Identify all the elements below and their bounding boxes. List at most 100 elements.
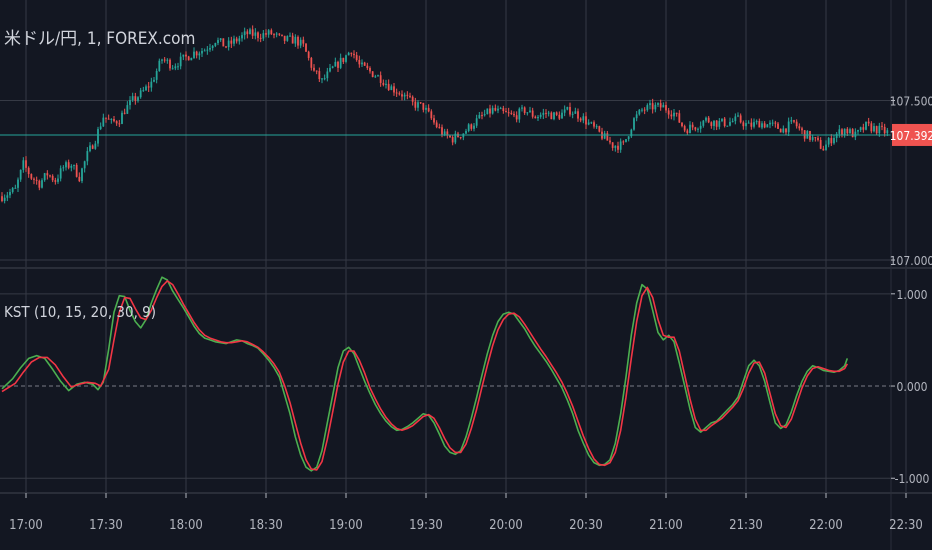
candle-body [27,167,30,175]
candle-body [475,118,478,126]
candle-body [723,118,726,127]
candle-body [707,117,710,123]
candle-body [798,126,801,129]
candle-body [718,121,721,127]
candle-body [22,160,25,170]
candle-body [577,111,579,119]
candle-body [731,121,734,123]
candle-body [297,36,299,46]
candle-body [358,59,361,65]
candle-body [513,113,515,116]
candle-body [275,33,278,35]
candle-body [379,75,382,83]
candle-body [446,131,449,136]
candle-body [494,107,497,111]
candle-body [153,79,155,82]
candle-body [99,126,102,130]
candle-body [409,95,411,97]
candle-body [697,128,699,130]
candle-body [89,145,91,152]
candle-body [665,105,667,111]
candle-body [819,140,822,149]
candle-body [57,178,59,182]
candle-body [729,121,731,126]
candle-body [662,105,665,108]
candle-body [467,124,470,131]
candle-body [385,83,387,85]
candle-body [867,121,870,124]
candle-body [630,129,633,137]
candle-body [166,59,169,61]
time-tick-label: 18:00 [169,518,203,533]
candle-body [59,168,62,179]
candle-body [73,164,75,166]
candle-body [763,123,766,128]
candle-body [158,60,161,72]
candle-body [329,67,331,72]
candle-body [713,120,715,126]
candle-body [129,100,131,106]
candle-body [46,173,49,176]
candle-body [633,118,635,130]
kst-tick-label: 1.000 [897,288,928,302]
candle-body [881,125,883,127]
candle-body [670,114,673,117]
candle-body [273,34,275,36]
candle-body [94,143,97,149]
candle-body [254,32,257,36]
candle-body [51,175,54,181]
candle-body [702,120,705,126]
candle-body [433,118,435,123]
candle-body [830,138,833,144]
candle-body [619,141,622,150]
candle-body [211,45,214,48]
candle-body [323,78,326,80]
candle-body [883,126,886,134]
candle-body [6,195,9,198]
candle-body [870,123,873,132]
candle-body [142,90,145,92]
candle-body [686,130,689,134]
candle-body [646,105,649,111]
kst-pane[interactable] [1,276,849,472]
indicator-title[interactable]: KST (10, 15, 20, 30, 9) [4,303,156,321]
candle-body [793,120,795,122]
candle-body [75,164,78,177]
symbol-title[interactable]: 米ドル/円, 1, FOREX.com [4,29,195,49]
candle-body [198,53,201,56]
candle-body [3,197,6,201]
candle-body [606,133,609,141]
candle-body [486,108,489,115]
candle-body [179,56,182,67]
price-pane[interactable] [0,25,891,204]
candle-body [745,123,747,127]
candle-body [278,33,281,35]
candle-body [734,116,737,122]
candle-body [782,128,785,133]
candle-body [483,114,486,116]
candle-body [673,112,675,117]
candle-body [438,127,441,129]
candle-body [107,118,110,120]
candle-body [86,151,89,162]
kst-tick-label: 0.000 [897,380,928,394]
candle-body [209,47,211,50]
candle-body [398,93,401,95]
candle-body [563,109,566,113]
candle-body [241,35,243,39]
candle-body [406,94,409,96]
candle-body [262,33,265,39]
time-tick-label: 21:30 [729,518,763,533]
candle-body [582,116,585,121]
candle-body [505,111,507,113]
candle-body [377,75,379,77]
candle-body [350,52,353,54]
candle-body [510,112,513,114]
candle-body [35,179,38,181]
time-tick-label: 19:00 [329,518,363,533]
candle-body [67,162,70,168]
candle-body [251,29,254,36]
last-price-label: 107.392 [890,129,932,143]
candle-body [497,108,499,111]
